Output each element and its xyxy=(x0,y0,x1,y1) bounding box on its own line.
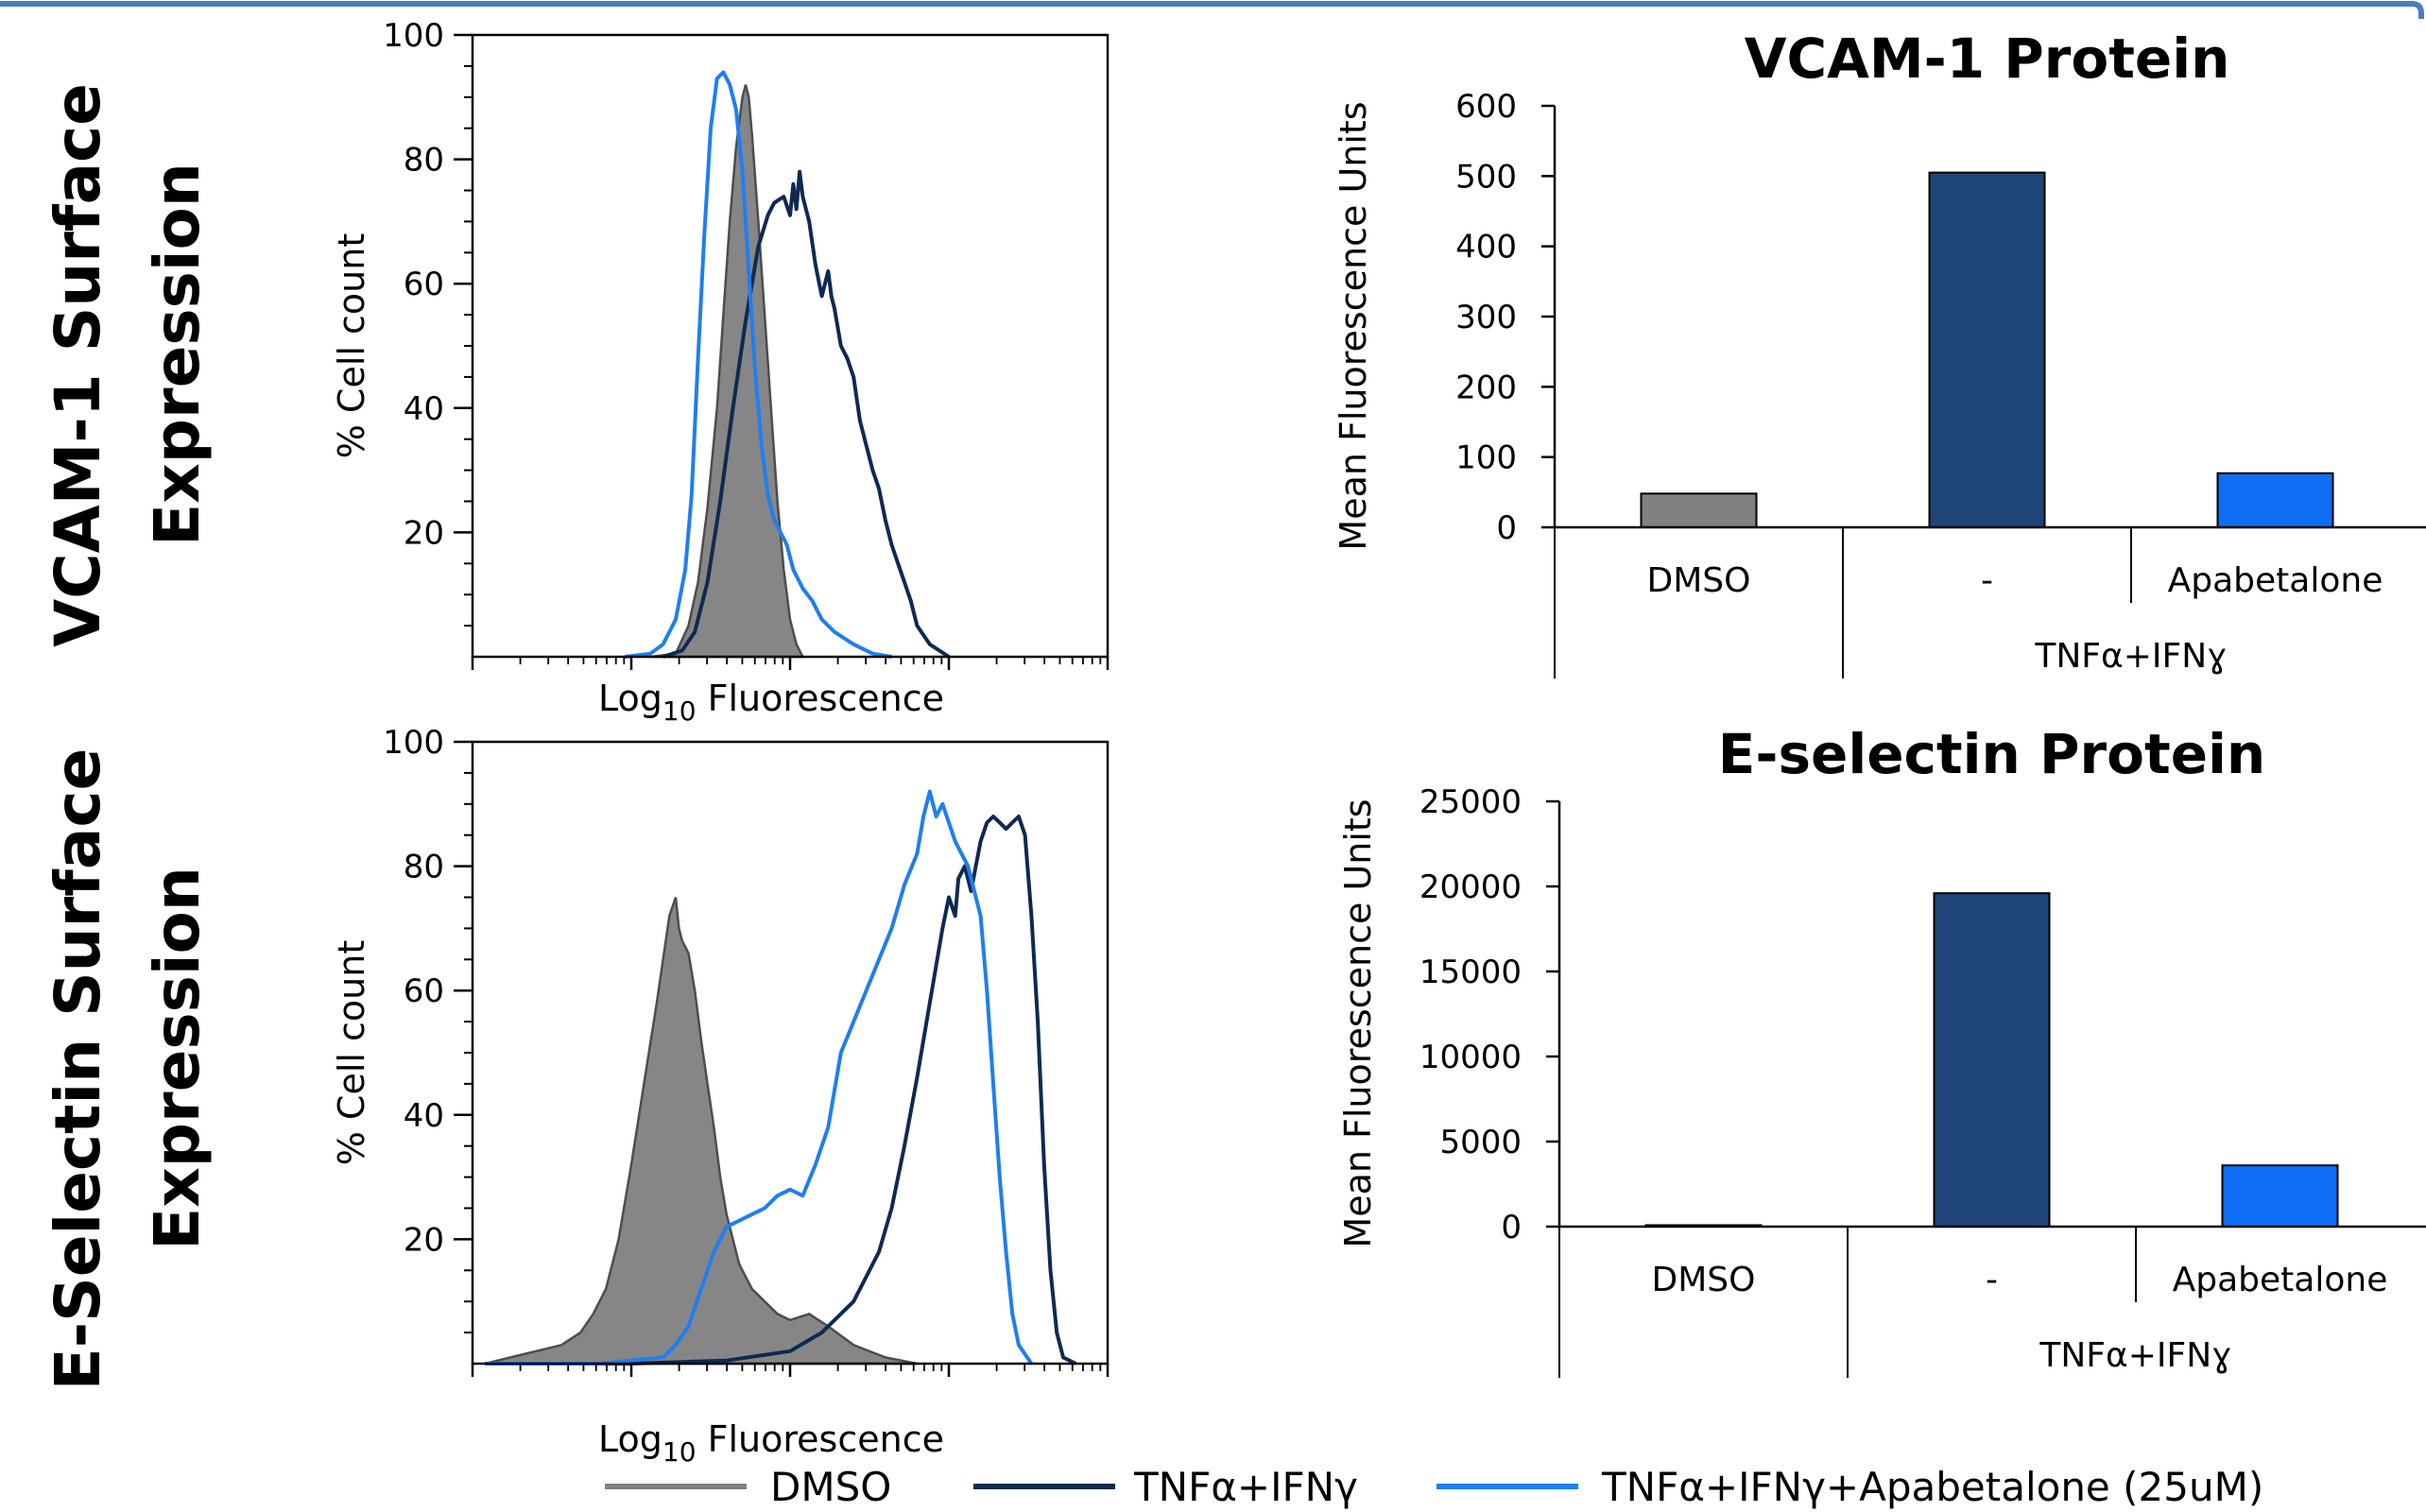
esel-hist-ytick-label-20: 20 xyxy=(404,1221,444,1259)
vcam-bars-ytick-label-500: 500 xyxy=(1455,158,1517,196)
vcam-bars-ytick-label-200: 200 xyxy=(1455,369,1517,406)
vcam-bars-category-label-2: - xyxy=(1981,561,1993,600)
esel-hist-ytick-label-80: 80 xyxy=(404,849,444,886)
vcam-hist-xlabel: Log10 Fluorescence xyxy=(598,678,944,727)
esel-hist-series-apa xyxy=(485,789,1034,1366)
esel-hist-ytick-label-100: 100 xyxy=(383,724,444,762)
vcam-hist-xlabel-rest: Fluorescence xyxy=(697,678,944,719)
esel-hist-series-tnf xyxy=(485,815,1077,1366)
esel-bars-title: E-selectin Protein xyxy=(1718,722,2265,786)
esel-bars-bar-2 xyxy=(1933,892,2051,1228)
vcam-bars-group-label: TNFα+IFNɣ xyxy=(2034,637,2227,676)
esel-histogram: 20 40 60 80 100 % Cell count Log10 Fluorescenc… xyxy=(331,724,1110,1468)
vcam-histogram: 20 40 60 80 100 % Cell count Log10 Fluorescenc… xyxy=(331,17,1110,727)
esel-row-title-line1: E-Selectin Surface xyxy=(42,748,114,1391)
vcam-bars-ytick-label-400: 400 xyxy=(1455,229,1517,266)
vcam-bars-ytick-label-600: 600 xyxy=(1455,88,1517,126)
vcam-row-title-line2: Expression xyxy=(141,163,214,546)
legend-label-apa: TNFα+IFNγ+Apabetalone (25uM) xyxy=(1601,1464,2263,1510)
vcam-hist-ylabel: % Cell count xyxy=(331,233,372,459)
vcam-bars-title: VCAM-1 Protein xyxy=(1745,26,2230,91)
vcam-bars-ytick-label-0: 0 xyxy=(1496,509,1517,547)
esel-row-title: E-Selectin Surface Expression xyxy=(42,727,214,1391)
legend: DMSO TNFα+IFNγ TNFα+IFNγ+Apabetalone (25… xyxy=(605,1464,2263,1510)
vcam-bars-bar-2 xyxy=(1928,171,2046,528)
esel-bars-ytick-label-20000: 20000 xyxy=(1419,868,1522,906)
esel-bars-ytick-label-0: 0 xyxy=(1501,1209,1522,1246)
vcam-hist-ytick-label-80: 80 xyxy=(404,142,444,180)
vcam-bars-category-label-3: Apabetalone xyxy=(2168,561,2383,600)
esel-bars-category-label-1: DMSO xyxy=(1652,1261,1756,1299)
esel-hist-ytick-label-40: 40 xyxy=(404,1097,444,1135)
esel-bars-ytick-label-25000: 25000 xyxy=(1419,783,1522,821)
esel-bars-ytick-label-15000: 15000 xyxy=(1419,954,1522,991)
esel-hist-ytick-label-60: 60 xyxy=(404,972,444,1010)
vcam-bars-category-label-1: DMSO xyxy=(1647,561,1751,600)
vcam-hist-ytick-label-60: 60 xyxy=(404,266,444,303)
esel-bars-category-label-2: - xyxy=(1986,1261,1998,1299)
esel-bars-group-label: TNFα+IFNɣ xyxy=(2039,1336,2231,1375)
vcam-hist-series-dmso xyxy=(650,84,805,659)
legend-label-dmso: DMSO xyxy=(770,1464,891,1510)
esel-bars-category-label-3: Apabetalone xyxy=(2173,1261,2388,1299)
esel-hist-xlabel-rest: Fluorescence xyxy=(697,1418,944,1460)
vcam-hist-ytick-label-20: 20 xyxy=(404,514,444,552)
top-frame-border xyxy=(0,1,2424,19)
vcam-bars-ytick-label-300: 300 xyxy=(1455,299,1517,336)
vcam-bars-bar-1 xyxy=(1640,492,1758,529)
vcam-hist-series-apa xyxy=(625,70,892,659)
vcam-bars-ytick-label-100: 100 xyxy=(1455,439,1517,477)
vcam-hist-series-tnf xyxy=(662,169,951,659)
vcam-row-title: VCAM-1 Surface Expression xyxy=(42,61,214,647)
esel-hist-ylabel: % Cell count xyxy=(331,940,372,1166)
vcam-hist-ytick-label-100: 100 xyxy=(383,17,444,55)
esel-row-title-line2: Expression xyxy=(141,867,214,1250)
esel-hist-series-dmso xyxy=(485,897,918,1366)
vcam-bar-chart: VCAM-1 Protein 0 100 200 300 400 500 600 Mean Fl… xyxy=(1333,26,2426,679)
esel-hist-xlabel-main: Log xyxy=(598,1418,662,1460)
esel-bars-ytick-label-10000: 10000 xyxy=(1419,1039,1522,1076)
esel-hist-plot-frame xyxy=(471,740,1110,1366)
esel-bars-ylabel: Mean Fluorescence Units xyxy=(1337,799,1379,1247)
esel-hist-xlabel-sub: 10 xyxy=(662,1436,697,1468)
esel-bar-chart: E-selectin Protein 0 5000 10000 15000 20000 25… xyxy=(1337,722,2426,1378)
vcam-row-title-line1: VCAM-1 Surface xyxy=(42,83,114,647)
vcam-bars-ylabel: Mean Fluorescence Units xyxy=(1333,101,1374,550)
vcam-hist-ytick-label-40: 40 xyxy=(404,390,444,428)
esel-bars-ytick-label-5000: 5000 xyxy=(1439,1124,1522,1161)
legend-label-tnf: TNFα+IFNγ xyxy=(1133,1464,1358,1510)
esel-hist-xlabel: Log10 Fluorescence xyxy=(598,1418,944,1468)
vcam-hist-xlabel-sub: 10 xyxy=(662,696,697,727)
vcam-hist-xlabel-main: Log xyxy=(598,678,662,719)
esel-bars-bar-3 xyxy=(2221,1164,2339,1228)
vcam-bars-bar-3 xyxy=(2216,472,2334,529)
